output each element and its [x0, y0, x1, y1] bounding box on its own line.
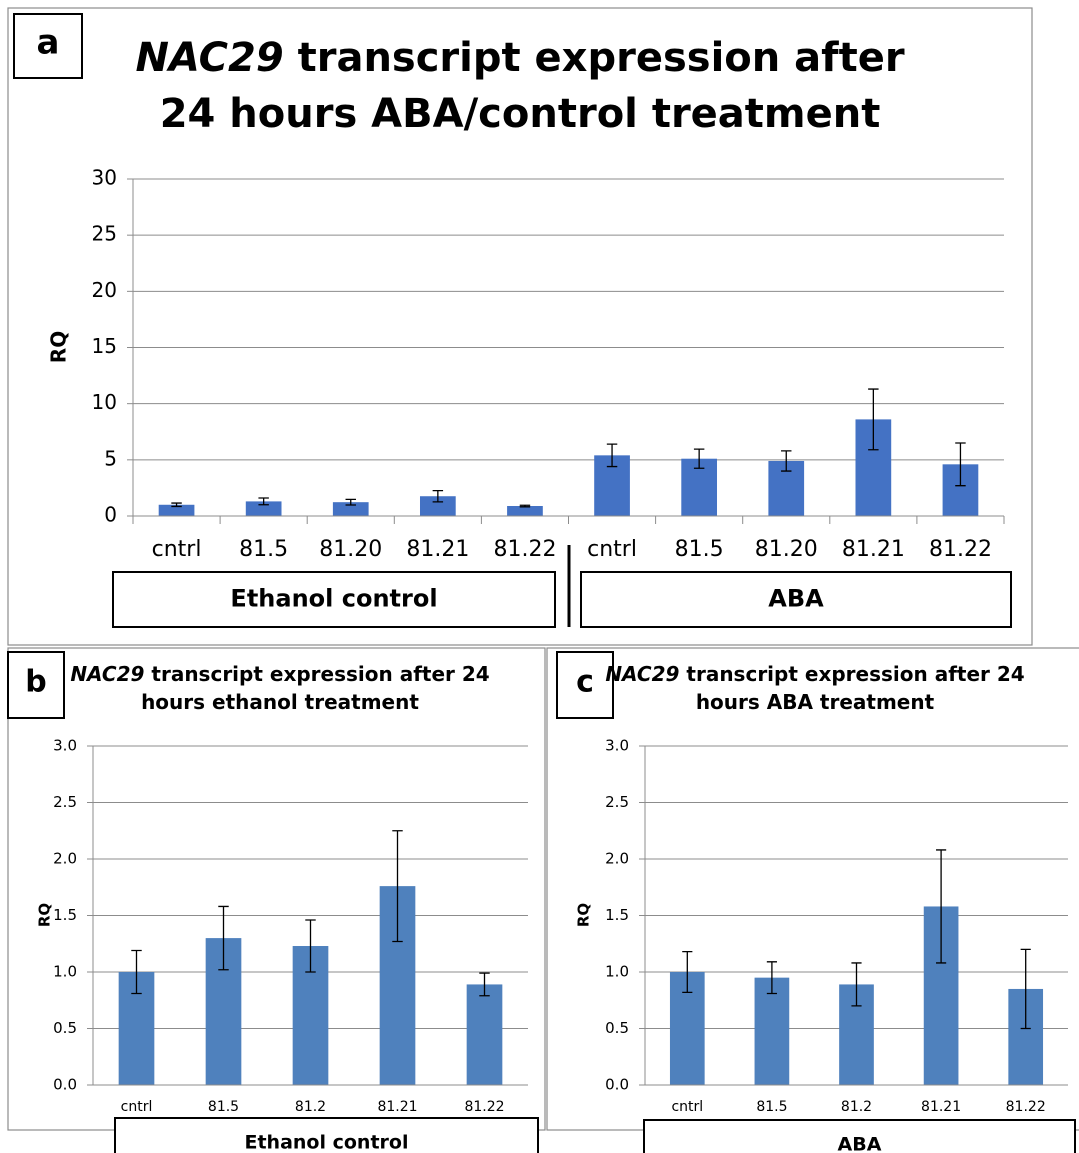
error-bar — [851, 962, 862, 1007]
y-tick-label: 3.0 — [605, 737, 629, 755]
y-tick-label: 2.0 — [605, 850, 629, 868]
x-tick-label: 81.20 — [755, 537, 818, 562]
x-tick-label: 81.5 — [675, 537, 724, 562]
y-tick-label: 15 — [92, 334, 117, 358]
y-tick-label: 5 — [104, 446, 117, 470]
panel-label-box — [13, 13, 83, 79]
y-axis-label: RQ — [575, 903, 593, 927]
bar — [245, 501, 282, 516]
x-tick-label: 81.22 — [1006, 1099, 1046, 1115]
y-tick-label: 0.5 — [53, 1019, 77, 1037]
x-tick-label: 81.5 — [208, 1099, 239, 1115]
y-tick-label: 1.0 — [605, 963, 629, 981]
y-axis-label: RQ — [36, 903, 54, 927]
y-tick-label: 1.5 — [53, 906, 77, 924]
y-axis-label: RQ — [47, 331, 71, 363]
x-tick-label: 81.22 — [464, 1099, 504, 1115]
group-box — [580, 571, 1012, 628]
group-label: ABA — [838, 1134, 882, 1153]
y-tick-label: 1.0 — [53, 963, 77, 981]
error-bar — [682, 951, 693, 993]
x-tick-label: 81.5 — [239, 537, 288, 562]
panel-label-box — [556, 651, 614, 719]
y-tick-label: 0.0 — [53, 1076, 77, 1094]
y-tick-label: 2.0 — [53, 850, 77, 868]
chart-title-box: NAC29 transcript expression after 24 hou… — [120, 30, 920, 142]
error-bar — [519, 504, 531, 508]
bar — [466, 984, 503, 1085]
x-tick-label: 81.5 — [756, 1099, 787, 1115]
error-bar — [693, 448, 705, 469]
panel-label: b — [25, 665, 46, 700]
y-tick-label: 0 — [104, 503, 117, 527]
group-label: Ethanol control — [230, 585, 437, 613]
x-tick-label: 81.22 — [493, 537, 556, 562]
error-bar — [479, 972, 490, 997]
y-tick-label: 20 — [92, 278, 117, 302]
y-tick-label: 2.5 — [53, 793, 77, 811]
panel-frame — [7, 7, 1033, 646]
error-bar — [432, 489, 444, 503]
title-run: transcript expression after 24 hours ABA… — [686, 662, 1025, 714]
chart-title-box: NAC29 transcript expression after 24 hou… — [70, 660, 490, 716]
bar — [754, 977, 790, 1085]
group-box — [114, 1117, 539, 1153]
error-bar — [936, 849, 947, 964]
error-bar — [392, 830, 403, 943]
bar — [507, 506, 543, 516]
bar — [419, 496, 456, 516]
error-bar — [171, 502, 182, 508]
x-tick-label: 81.21 — [921, 1099, 961, 1115]
x-tick-label: cntrl — [671, 1099, 703, 1115]
y-tick-label: 25 — [92, 222, 117, 246]
x-tick-label: 81.22 — [929, 537, 992, 562]
error-bar — [955, 442, 966, 487]
error-bar — [1020, 948, 1031, 1030]
error-bar — [305, 919, 316, 973]
x-tick-label: cntrl — [587, 537, 637, 562]
y-tick-label: 30 — [92, 166, 117, 190]
chart-title-box: NAC29 transcript expression after 24 hou… — [605, 660, 1025, 716]
panel-label: c — [576, 665, 594, 700]
bar — [158, 504, 195, 516]
error-bar — [781, 450, 792, 472]
x-tick-label: cntrl — [121, 1099, 153, 1115]
chart-title: NAC29 transcript expression after 24 hou… — [605, 660, 1025, 716]
y-tick-label: 0.5 — [605, 1019, 629, 1037]
chart-title: NAC29 transcript expression after 24 hou… — [70, 660, 490, 716]
error-bar — [606, 443, 618, 468]
x-tick-label: 81.21 — [842, 537, 905, 562]
bar — [332, 502, 369, 516]
panel-label-box — [7, 651, 65, 719]
x-tick-label: 81.2 — [295, 1099, 326, 1115]
x-tick-label: 81.21 — [406, 537, 469, 562]
title-run: NAC29 — [70, 662, 145, 686]
panel-label: a — [37, 23, 60, 63]
error-bar — [868, 388, 879, 451]
y-tick-label: 0.0 — [605, 1076, 629, 1094]
group-box — [112, 571, 556, 628]
y-tick-label: 1.5 — [605, 906, 629, 924]
title-run: transcript expression after 24 hours eth… — [141, 662, 490, 714]
x-tick-label: 81.20 — [319, 537, 382, 562]
title-run: transcript expression after 24 hours ABA… — [159, 35, 919, 137]
y-tick-label: 2.5 — [605, 793, 629, 811]
x-tick-label: 81.21 — [377, 1099, 417, 1115]
group-label: Ethanol control — [245, 1132, 409, 1153]
error-bar — [258, 497, 269, 506]
chart-title: NAC29 transcript expression after 24 hou… — [120, 30, 920, 142]
x-tick-label: cntrl — [152, 537, 202, 562]
error-bar — [766, 961, 777, 995]
y-tick-label: 10 — [92, 390, 117, 414]
x-tick-label: 81.2 — [841, 1099, 872, 1115]
error-bar — [218, 905, 229, 971]
error-bar — [345, 498, 356, 506]
error-bar — [131, 949, 142, 995]
group-box — [643, 1119, 1076, 1153]
group-label: ABA — [768, 585, 824, 613]
title-run: NAC29 — [135, 35, 284, 81]
title-run: NAC29 — [605, 662, 680, 686]
y-tick-label: 3.0 — [53, 737, 77, 755]
